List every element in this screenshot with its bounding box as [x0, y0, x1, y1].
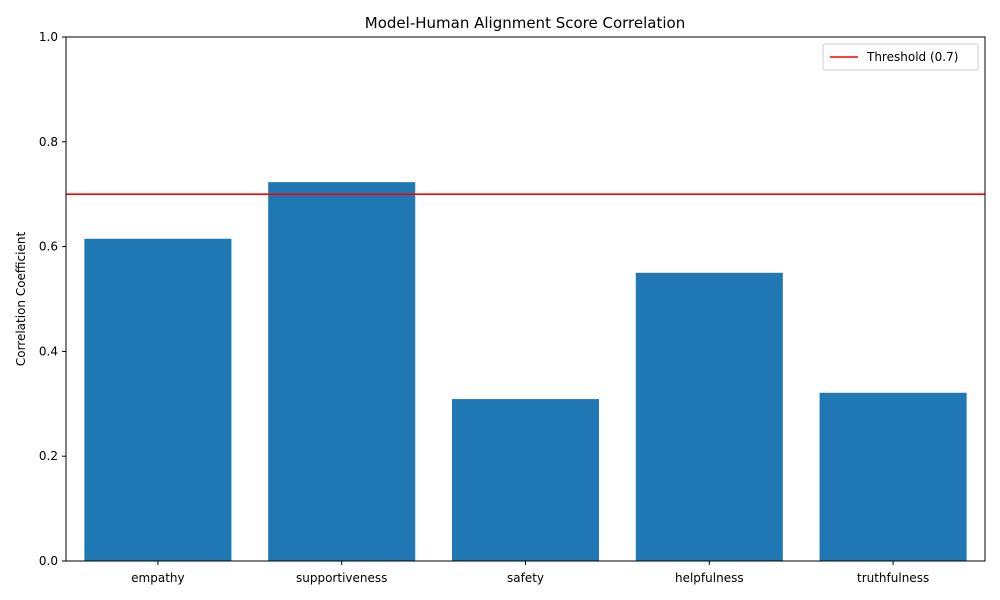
bar-empathy: [84, 238, 232, 562]
y-tick-label: 0.0: [39, 554, 58, 568]
bar-helpfulness: [635, 272, 783, 561]
y-tick-label: 0.6: [39, 240, 58, 254]
x-tick-label: helpfulness: [675, 571, 744, 585]
x-tick-label: supportiveness: [296, 571, 387, 585]
y-axis-title: Correlation Coefficient: [14, 232, 28, 367]
legend: Threshold (0.7): [822, 43, 979, 71]
bar-supportiveness: [268, 182, 416, 561]
x-tick-label: truthfulness: [857, 571, 929, 585]
y-tick-label: 0.8: [39, 135, 58, 149]
bars-group: [84, 182, 967, 562]
y-tick-label: 1.0: [39, 30, 58, 44]
x-axis: empathy supportiveness safety helpfulness tr…: [131, 561, 929, 585]
y-axis: 0.0 0.2 0.4 0.6 0.8 1.0: [39, 30, 66, 568]
x-tick-label: safety: [507, 571, 544, 585]
chart-title: Model-Human Alignment Score Correlation: [365, 14, 685, 32]
x-tick-label: empathy: [131, 571, 184, 585]
legend-box: [822, 43, 979, 71]
y-tick-label: 0.4: [39, 344, 58, 358]
y-tick-label: 0.2: [39, 449, 58, 463]
bar-safety: [451, 399, 600, 561]
bar-truthfulness: [819, 392, 967, 561]
legend-label-threshold: Threshold (0.7): [866, 50, 958, 64]
